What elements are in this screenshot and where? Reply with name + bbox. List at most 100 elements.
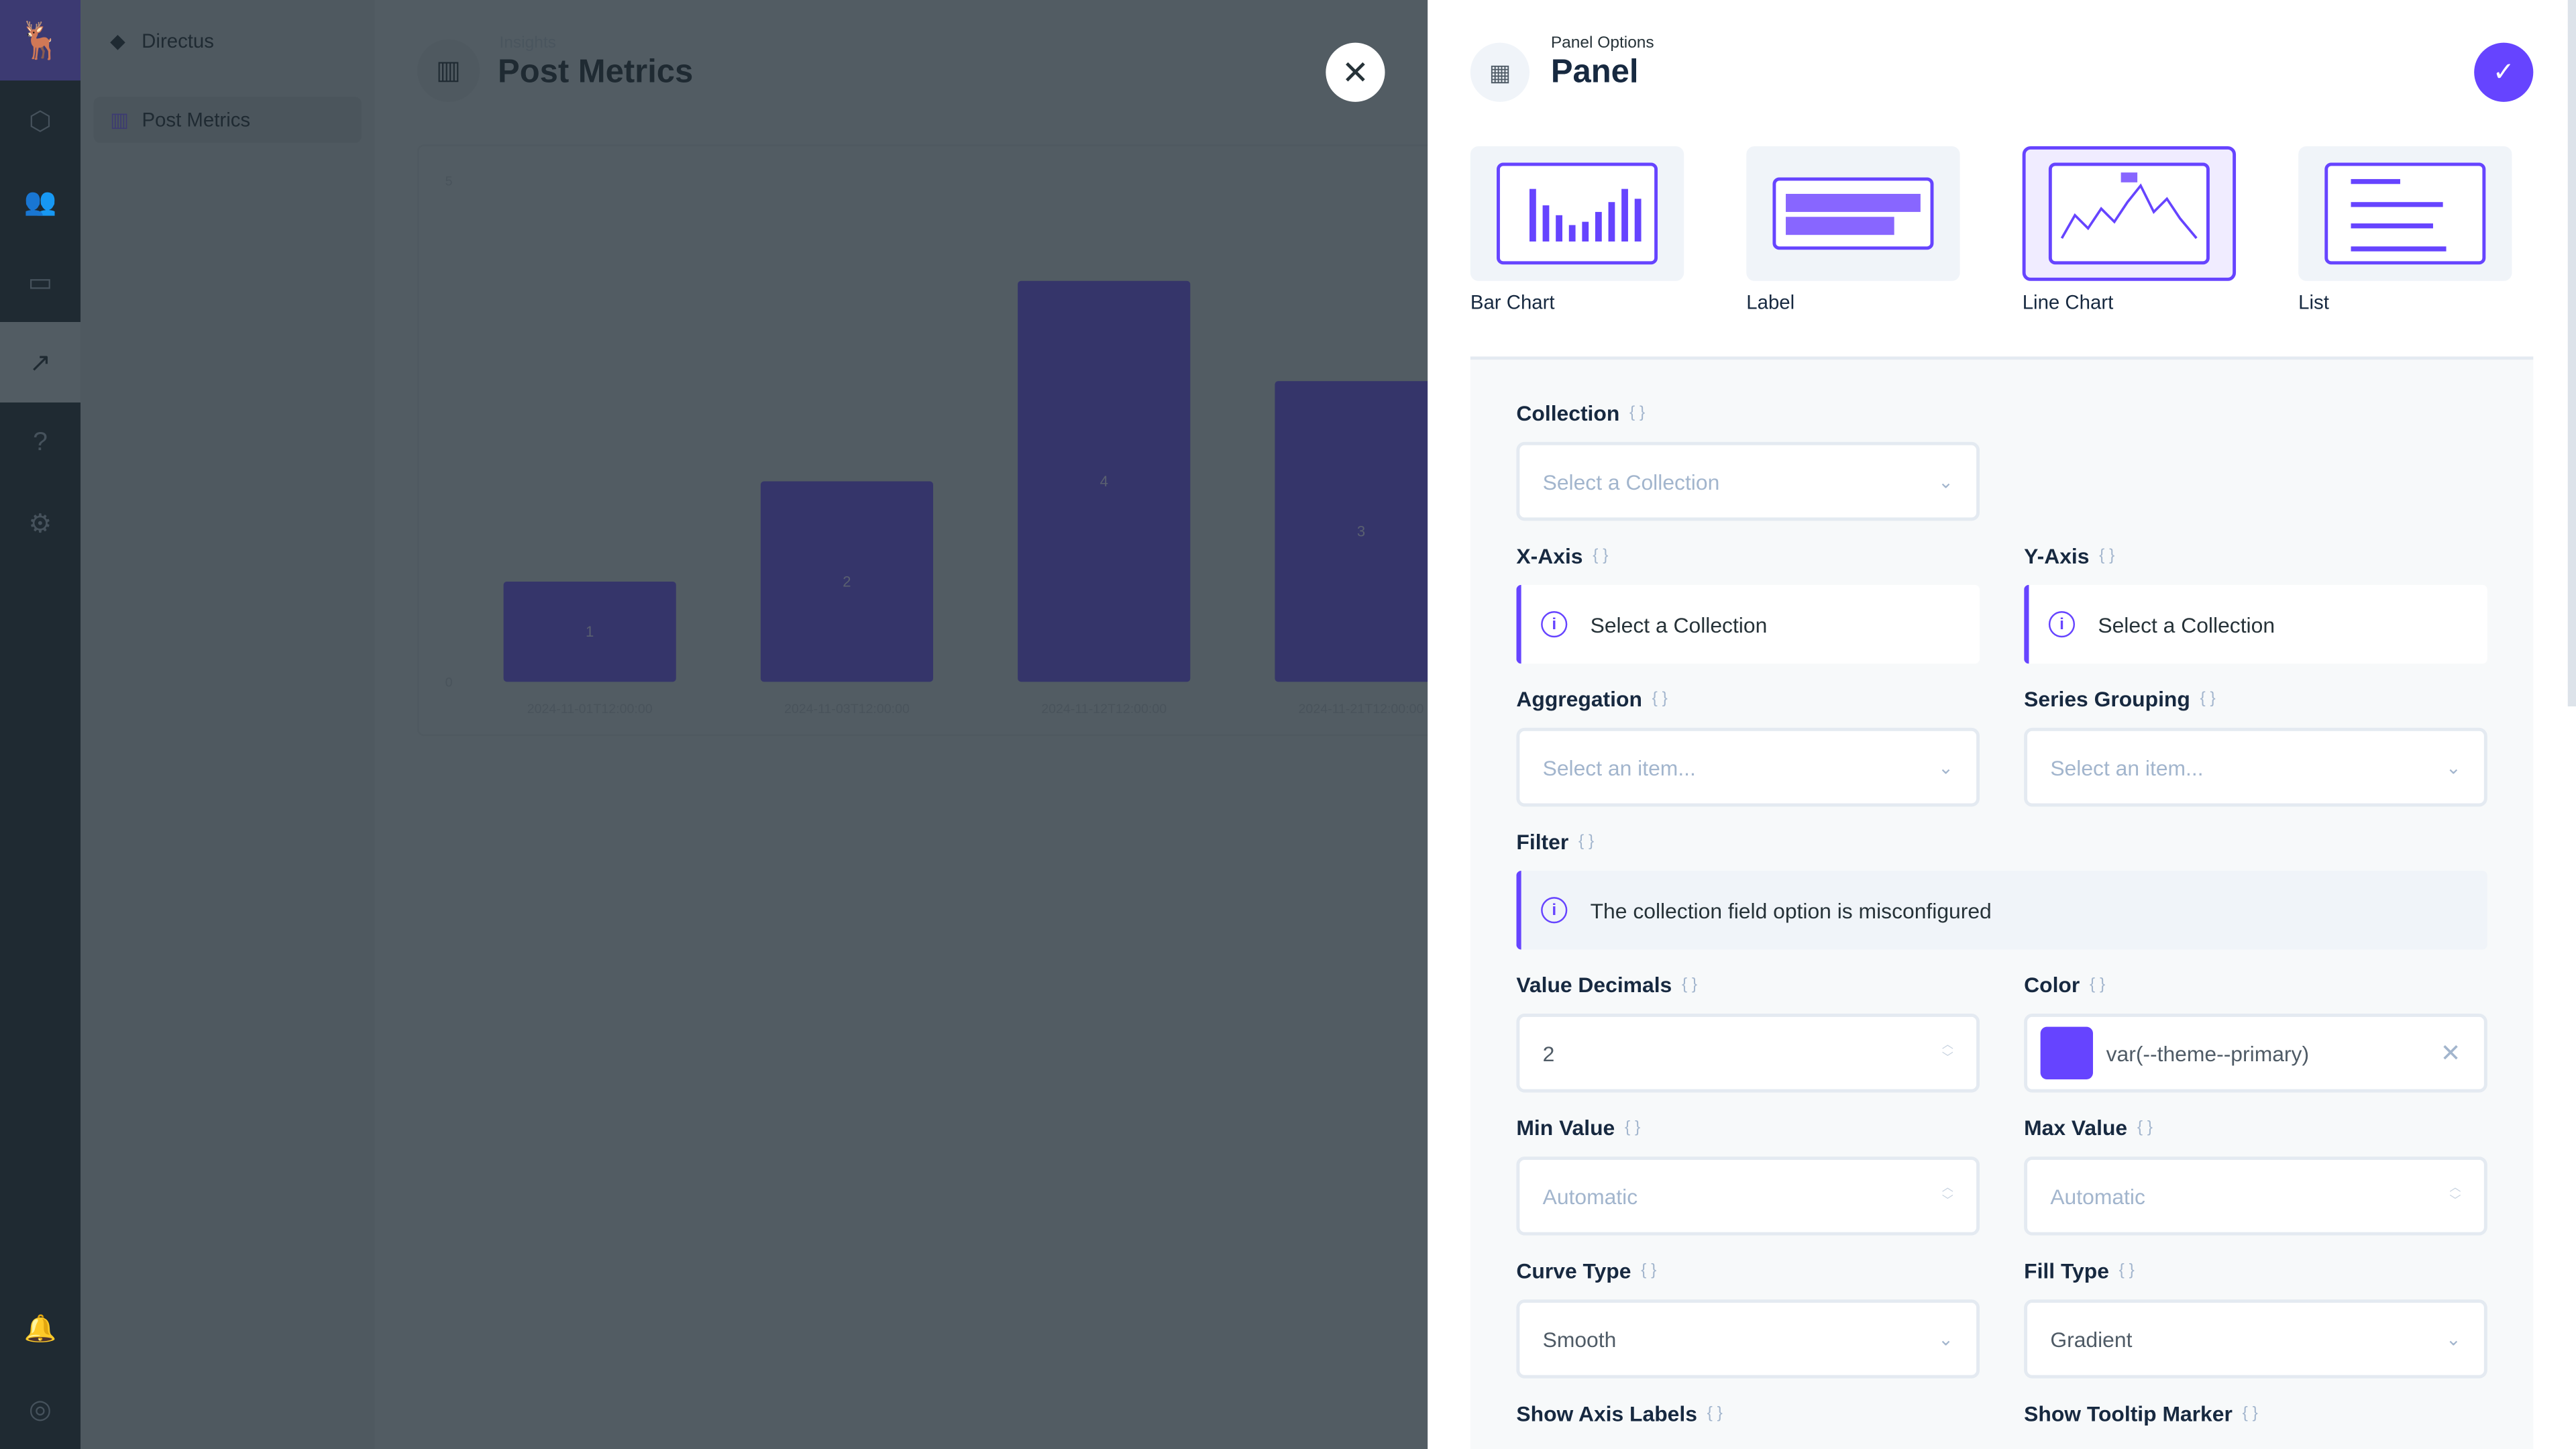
x-tick-label: 2024-11-12T12:00:00 bbox=[1041, 702, 1167, 716]
files-module-icon[interactable]: ▭ bbox=[28, 268, 53, 297]
bar[interactable] bbox=[760, 481, 934, 682]
chevron-down-icon: ⌄ bbox=[1938, 1330, 1953, 1350]
info-icon: i bbox=[1541, 611, 1568, 638]
x-axis-label: X-Axis bbox=[1516, 543, 1583, 568]
close-drawer-button[interactable]: ✕ bbox=[1326, 42, 1385, 102]
scrollbar[interactable] bbox=[2567, 0, 2576, 707]
color-swatch[interactable] bbox=[2040, 1026, 2094, 1079]
bar-data-label: 3 bbox=[1357, 523, 1365, 540]
panel-type-list[interactable]: List bbox=[2298, 146, 2512, 314]
max-value-input[interactable]: Automatic ︿ ﹀ bbox=[2024, 1157, 2487, 1236]
breadcrumb[interactable]: Insights bbox=[499, 34, 556, 53]
stepper-icon[interactable]: ︿ ﹀ bbox=[2449, 1183, 2461, 1208]
bar[interactable] bbox=[1275, 381, 1448, 682]
chevron-down-icon: ⌄ bbox=[2445, 758, 2461, 778]
collection-label: Collection bbox=[1516, 400, 1620, 425]
directus-logo-icon[interactable]: 🦌 bbox=[0, 0, 81, 81]
project-name[interactable]: ◆ Directus bbox=[110, 28, 214, 52]
curve-type-label: Curve Type bbox=[1516, 1257, 1631, 1283]
color-label: Color bbox=[2024, 971, 2080, 997]
x-axis-notice: i Select a Collection bbox=[1516, 584, 1980, 664]
y-axis-label: Y-Axis bbox=[2024, 543, 2090, 568]
main-content: ▥ Insights Post Metrics ✕ 0 5 1 2024-11-01T… bbox=[374, 0, 1469, 1449]
navigation-sidebar: ◆ Directus ▥ Post Metrics bbox=[80, 0, 375, 1449]
panel-type-line-chart[interactable]: Line Chart bbox=[2022, 146, 2237, 314]
show-tooltip-marker-label: Show Tooltip Marker bbox=[2024, 1400, 2233, 1426]
panel-type-bar-chart[interactable]: Bar Chart bbox=[1470, 146, 1684, 314]
chevron-down-icon: ⌄ bbox=[1938, 472, 1953, 492]
clear-icon[interactable]: ✕ bbox=[2440, 1040, 2461, 1068]
x-tick-label: 2024-11-01T12:00:00 bbox=[527, 702, 653, 716]
chevron-down-icon: ⌄ bbox=[2445, 1330, 2461, 1350]
project-icon: ◆ bbox=[110, 28, 125, 52]
min-value-label: Min Value bbox=[1516, 1114, 1615, 1140]
stepper-icon[interactable]: ︿ ﹀ bbox=[1941, 1183, 1953, 1208]
raw-value-icon[interactable]: { } bbox=[2089, 975, 2106, 994]
y-tick-label: 0 bbox=[445, 676, 453, 690]
filter-label: Filter bbox=[1516, 828, 1569, 854]
bar-data-label: 1 bbox=[586, 623, 594, 640]
series-grouping-select[interactable]: Select an item... ⌄ bbox=[2024, 727, 2487, 807]
settings-icon[interactable]: ⚙ bbox=[28, 510, 52, 539]
bar[interactable] bbox=[503, 581, 676, 682]
max-value-label: Max Value bbox=[2024, 1114, 2128, 1140]
dashboard-icon: ▥ bbox=[110, 108, 129, 131]
chevron-down-icon: ⌄ bbox=[1938, 758, 1953, 778]
panel-icon: ▦ bbox=[1470, 42, 1530, 102]
raw-value-icon[interactable]: { } bbox=[2137, 1118, 2153, 1136]
stepper-icon[interactable]: ︿ ﹀ bbox=[1941, 1040, 1953, 1065]
y-tick-label: 5 bbox=[445, 174, 453, 189]
raw-value-icon[interactable]: { } bbox=[1593, 546, 1609, 565]
panel-options-drawer: ▦ Panel Options Panel ✓ Bar Chart Label … bbox=[1428, 0, 2576, 1449]
raw-value-icon[interactable]: { } bbox=[1681, 975, 1698, 994]
save-button[interactable]: ✓ bbox=[2474, 42, 2534, 102]
value-decimals-input[interactable]: 2 ︿ ﹀ bbox=[1516, 1014, 1980, 1093]
info-icon: i bbox=[1541, 897, 1568, 924]
series-grouping-label: Series Grouping bbox=[2024, 686, 2190, 711]
drawer-title: Panel bbox=[1550, 54, 1639, 91]
raw-value-icon[interactable]: { } bbox=[1652, 689, 1668, 708]
users-module-icon[interactable]: 👥 bbox=[23, 188, 57, 217]
bar-data-label: 2 bbox=[843, 573, 851, 590]
notifications-icon[interactable]: 🔔 bbox=[23, 1315, 57, 1344]
raw-value-icon[interactable]: { } bbox=[1624, 1118, 1641, 1136]
label-icon bbox=[1772, 177, 1934, 250]
collection-select[interactable]: Select a Collection ⌄ bbox=[1516, 441, 1980, 521]
x-tick-label: 2024-11-21T12:00:00 bbox=[1299, 702, 1424, 716]
raw-value-icon[interactable]: { } bbox=[2200, 689, 2216, 708]
fill-type-label: Fill Type bbox=[2024, 1257, 2109, 1283]
bar-chart-icon bbox=[1497, 162, 1658, 265]
bar-data-label: 4 bbox=[1100, 473, 1108, 490]
y-axis-notice: i Select a Collection bbox=[2024, 584, 2487, 664]
profile-icon[interactable]: ◎ bbox=[28, 1395, 52, 1424]
raw-value-icon[interactable]: { } bbox=[2099, 546, 2115, 565]
filter-notice: i The collection field option is misconfi… bbox=[1516, 870, 2487, 950]
raw-value-icon[interactable]: { } bbox=[1641, 1260, 1657, 1279]
raw-value-icon[interactable]: { } bbox=[2118, 1260, 2135, 1279]
sidebar-item-post-metrics[interactable]: ▥ Post Metrics bbox=[93, 97, 362, 144]
aggregation-select[interactable]: Select an item... ⌄ bbox=[1516, 727, 1980, 807]
content-module-icon[interactable]: ⬡ bbox=[28, 107, 52, 136]
aggregation-label: Aggregation bbox=[1516, 686, 1642, 711]
line-chart-icon bbox=[2048, 162, 2210, 265]
raw-value-icon[interactable]: { } bbox=[1707, 1403, 1723, 1422]
bar-chart: 0 5 1 2024-11-01T12:00:00 2 2024-11-03T12:00:… bbox=[445, 174, 1448, 716]
fill-type-select[interactable]: Gradient ⌄ bbox=[2024, 1299, 2487, 1379]
raw-value-icon[interactable]: { } bbox=[1629, 403, 1646, 422]
x-tick-label: 2024-11-03T12:00:00 bbox=[784, 702, 910, 716]
show-axis-labels-label: Show Axis Labels bbox=[1516, 1400, 1697, 1426]
insights-module-icon[interactable]: ↗ bbox=[0, 322, 81, 403]
bar-chart-panel: 0 5 1 2024-11-01T12:00:00 2 2024-11-03T12:00:… bbox=[417, 144, 1469, 737]
module-bar: 🦌 ⬡ 👥 ▭ ↗ ? ⚙ 🔔 ◎ bbox=[0, 0, 81, 1449]
list-icon bbox=[2324, 162, 2486, 265]
raw-value-icon[interactable]: { } bbox=[1578, 832, 1595, 851]
panel-type-label[interactable]: Label bbox=[1746, 146, 1960, 314]
curve-type-select[interactable]: Smooth ⌄ bbox=[1516, 1299, 1980, 1379]
bar[interactable] bbox=[1018, 280, 1191, 682]
drawer-subtitle: Panel Options bbox=[1550, 34, 1654, 53]
raw-value-icon[interactable]: { } bbox=[2242, 1403, 2258, 1422]
panel-options-form: Collection { } Select a Collection ⌄ X-Axi… bbox=[1470, 360, 2534, 1449]
min-value-input[interactable]: Automatic ︿ ﹀ bbox=[1516, 1157, 1980, 1236]
color-input[interactable]: var(--theme--primary) ✕ bbox=[2024, 1014, 2487, 1093]
help-icon[interactable]: ? bbox=[33, 427, 48, 456]
